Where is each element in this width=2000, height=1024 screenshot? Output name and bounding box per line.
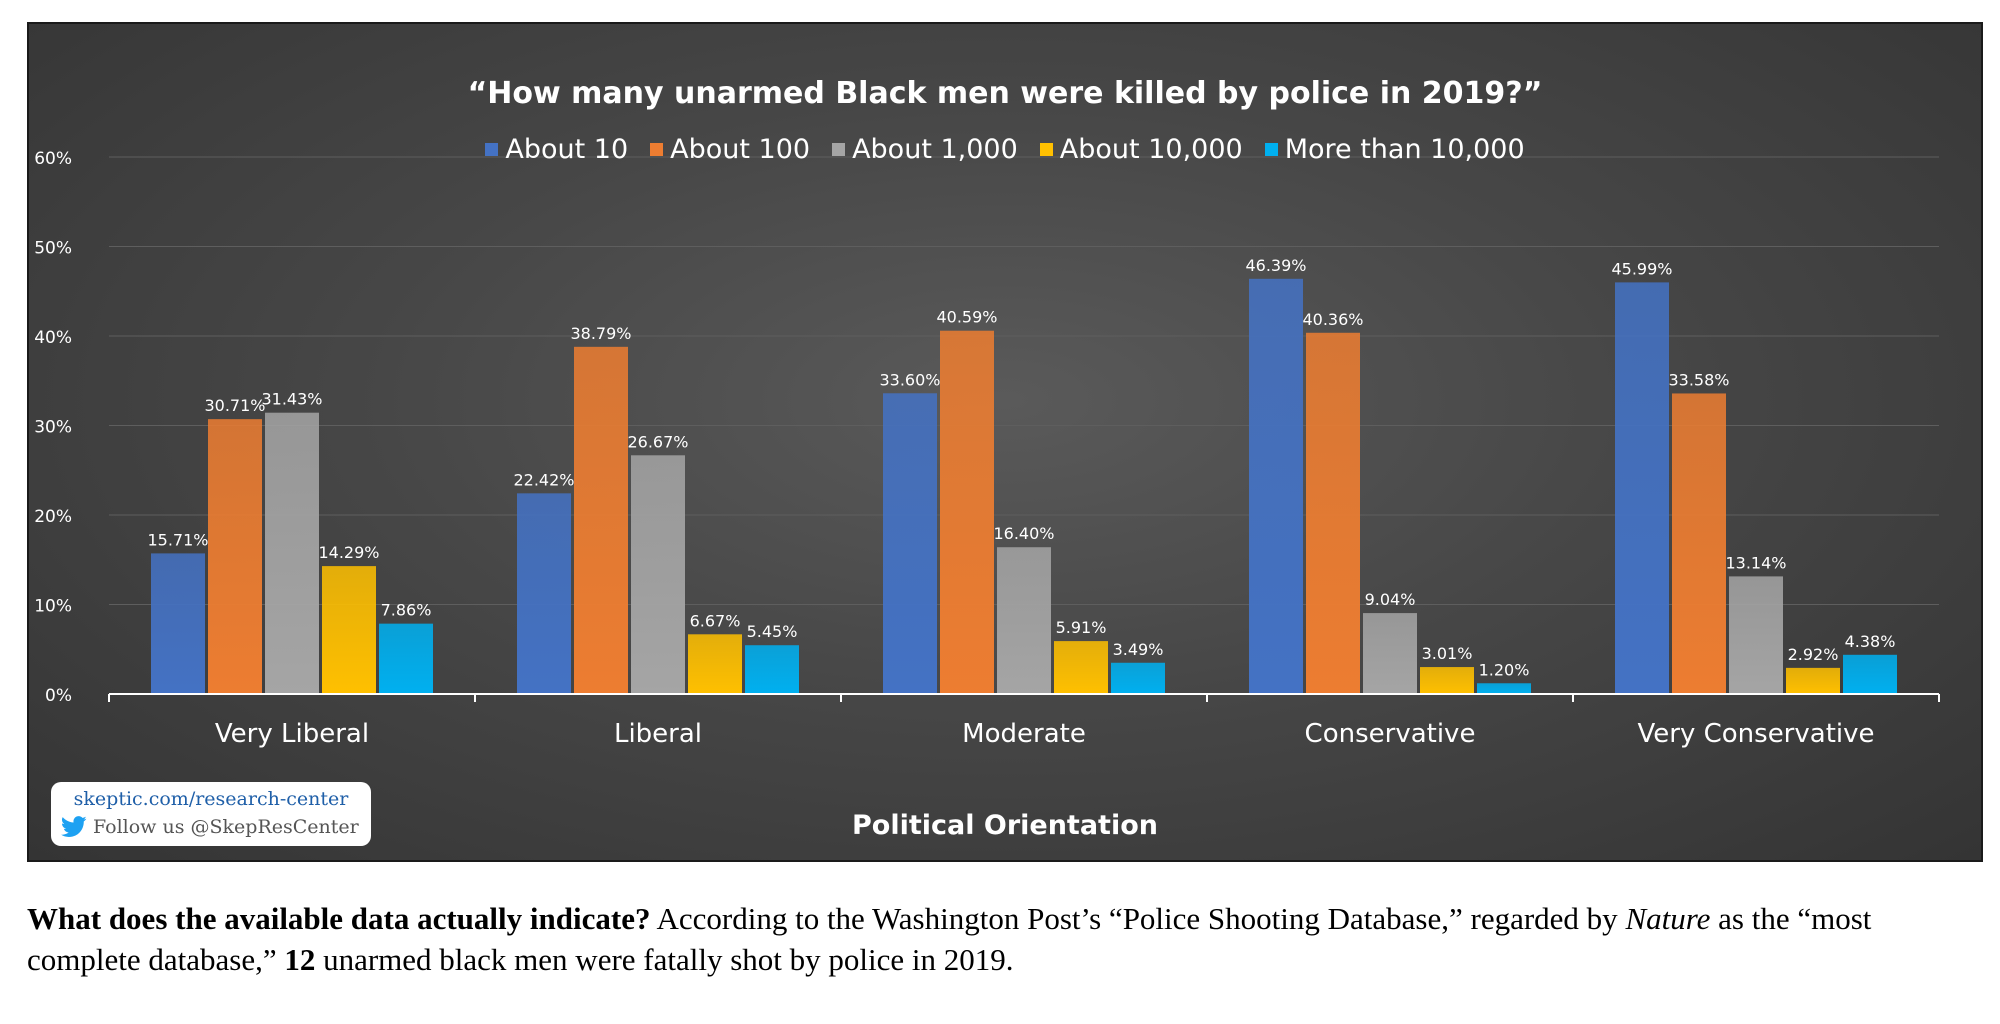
data-label: 2.92% bbox=[1788, 645, 1839, 664]
bar-about-1-000-very-conservative bbox=[1729, 576, 1783, 694]
data-label: 3.49% bbox=[1113, 640, 1164, 659]
legend-item-about-100: About 100 bbox=[650, 134, 810, 165]
data-label: 15.71% bbox=[147, 530, 208, 549]
bar-more-than-10-000-conservative bbox=[1477, 683, 1531, 694]
y-tick-label: 0% bbox=[45, 686, 72, 706]
caption-part1: According to the Washington Post’s “Poli… bbox=[650, 901, 1626, 936]
data-label: 5.45% bbox=[747, 622, 798, 641]
bar-about-100-very-conservative bbox=[1672, 393, 1726, 694]
x-tick-label-very-conservative: Very Conservative bbox=[1638, 719, 1875, 749]
data-label: 1.20% bbox=[1479, 660, 1530, 679]
bar-about-10-000-moderate bbox=[1054, 641, 1108, 694]
caption-part2: as the “most complete database,” bbox=[27, 901, 1872, 977]
legend-label: About 100 bbox=[670, 134, 811, 165]
x-axis-title: Political Orientation bbox=[851, 810, 1158, 841]
legend-label: About 10 bbox=[505, 134, 629, 165]
branding-url[interactable]: skeptic.com/research-center bbox=[73, 788, 349, 810]
data-label: 7.86% bbox=[381, 601, 432, 620]
y-tick-label: 40% bbox=[34, 328, 72, 348]
data-label: 4.38% bbox=[1845, 632, 1896, 651]
chart-panel: 0% 10% 20% 30% 40% 50% 60% 15.71% 30.71% 31.43% 14… bbox=[27, 22, 1983, 862]
data-label: 3.01% bbox=[1422, 644, 1473, 663]
caption: What does the available data actually in… bbox=[27, 898, 1977, 980]
data-label: 22.42% bbox=[513, 470, 574, 489]
bar-about-1-000-conservative bbox=[1363, 613, 1417, 694]
caption-number: 12 bbox=[284, 942, 316, 977]
legend-item-about-10: About 10 bbox=[485, 134, 628, 165]
bar-about-10-000-liberal bbox=[688, 634, 742, 694]
bar-about-100-liberal bbox=[574, 346, 628, 694]
legend-item-about-1-000: About 1,000 bbox=[832, 134, 1018, 165]
legend-swatch bbox=[832, 143, 846, 156]
bar-about-10-000-conservative bbox=[1420, 667, 1474, 694]
legend-swatch bbox=[1039, 143, 1053, 156]
caption-part3: unarmed black men were fatally shot by p… bbox=[315, 942, 1014, 977]
x-tick-label-very-liberal: Very Liberal bbox=[215, 719, 369, 749]
bar-more-than-10-000-very-conservative bbox=[1843, 654, 1897, 694]
legend-label: More than 10,000 bbox=[1284, 134, 1525, 165]
legend-label: About 1,000 bbox=[852, 134, 1018, 165]
x-tick-label-liberal: Liberal bbox=[614, 719, 702, 749]
legend: About 10 About 100 About 1,000 About 10,000… bbox=[29, 134, 1981, 165]
branding-follow-label: Follow us @SkepResCenter bbox=[93, 816, 359, 838]
bar-about-10-liberal bbox=[517, 493, 571, 694]
bar-about-1-000-liberal bbox=[631, 455, 685, 694]
bar-chart: 0% 10% 20% 30% 40% 50% 60% 15.71% 30.71%31.43% 14… bbox=[34, 149, 1940, 749]
data-label: 6.67% bbox=[690, 611, 741, 630]
data-label: 40.36% bbox=[1302, 310, 1363, 329]
legend-swatch bbox=[485, 143, 499, 156]
legend-label: About 10,000 bbox=[1059, 134, 1243, 165]
legend-swatch bbox=[650, 143, 664, 156]
bar-about-1-000-very-liberal bbox=[265, 412, 319, 694]
data-label: 30.71% bbox=[204, 396, 265, 415]
legend-item-more-than-10-000: More than 10,000 bbox=[1264, 134, 1525, 165]
bar-about-100-very-liberal bbox=[208, 419, 262, 694]
branding-box: skeptic.com/research-center Follow us @S… bbox=[51, 782, 371, 846]
bar-about-10-moderate bbox=[883, 393, 937, 694]
legend-item-about-10-000: About 10,000 bbox=[1039, 134, 1243, 165]
data-label: 14.29% bbox=[318, 543, 379, 562]
chart-title: “How many unarmed Black men were killed … bbox=[467, 76, 1543, 111]
bar-about-10-very-liberal bbox=[151, 553, 205, 694]
y-tick-label: 10% bbox=[34, 597, 72, 617]
data-label: 5.91% bbox=[1056, 618, 1107, 637]
bar-about-1-000-moderate bbox=[997, 547, 1051, 694]
data-label: 16.40% bbox=[993, 524, 1054, 543]
data-label: 33.58% bbox=[1668, 370, 1729, 389]
y-tick-label: 20% bbox=[34, 507, 72, 527]
bar-more-than-10-000-liberal bbox=[745, 645, 799, 694]
x-tick-label-conservative: Conservative bbox=[1305, 719, 1476, 749]
y-tick-label: 30% bbox=[34, 418, 72, 438]
data-label: 9.04% bbox=[1365, 590, 1416, 609]
y-tick-label: 60% bbox=[34, 149, 72, 169]
data-label: 40.59% bbox=[936, 308, 997, 327]
legend-swatch bbox=[1264, 143, 1278, 156]
bar-about-10-000-very-conservative bbox=[1786, 667, 1840, 694]
data-label: 13.14% bbox=[1725, 553, 1786, 572]
bar-about-100-moderate bbox=[940, 330, 994, 694]
data-label: 33.60% bbox=[879, 370, 940, 389]
data-label: 31.43% bbox=[261, 390, 322, 409]
bar-about-10-very-conservative bbox=[1615, 282, 1669, 694]
data-label: 26.67% bbox=[627, 432, 688, 451]
y-tick-label: 50% bbox=[34, 239, 72, 259]
data-label: 45.99% bbox=[1611, 259, 1672, 278]
bar-about-10-000-very-liberal bbox=[322, 566, 376, 694]
twitter-bird-icon bbox=[61, 816, 87, 837]
x-tick-label-moderate: Moderate bbox=[962, 719, 1086, 749]
bar-about-10-conservative bbox=[1249, 278, 1303, 694]
caption-italic: Nature bbox=[1625, 901, 1711, 936]
caption-lead: What does the available data actually in… bbox=[27, 901, 651, 936]
bar-more-than-10-000-very-liberal bbox=[379, 623, 433, 694]
bar-more-than-10-000-moderate bbox=[1111, 662, 1165, 694]
branding-follow[interactable]: Follow us @SkepResCenter bbox=[61, 816, 359, 838]
data-label: 38.79% bbox=[570, 324, 631, 343]
bar-about-100-conservative bbox=[1306, 332, 1360, 694]
data-label: 46.39% bbox=[1245, 256, 1306, 275]
